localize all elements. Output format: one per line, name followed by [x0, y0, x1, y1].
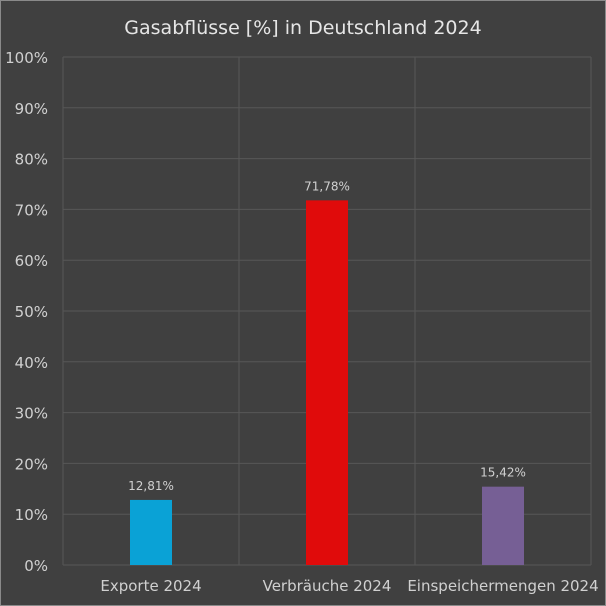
chart-title: Gasabflüsse [%] in Deutschland 2024: [124, 17, 481, 39]
x-tick-label: Verbräuche 2024: [263, 577, 392, 595]
y-tick-label: 20%: [15, 455, 48, 473]
y-tick-label: 90%: [15, 100, 48, 118]
y-tick-label: 60%: [15, 252, 48, 270]
data-label: 71,78%: [304, 179, 350, 193]
bar: [482, 486, 524, 565]
x-tick-label: Exporte 2024: [100, 577, 201, 595]
y-tick-label: 40%: [15, 354, 48, 372]
bar: [306, 200, 348, 565]
y-tick-label: 100%: [5, 49, 48, 67]
data-label: 12,81%: [128, 479, 174, 493]
y-tick-label: 70%: [15, 201, 48, 219]
y-tick-label: 30%: [15, 405, 48, 423]
x-tick-label: Einspeichermengen 2024: [407, 577, 598, 595]
bar: [130, 499, 172, 565]
y-tick-label: 50%: [15, 303, 48, 321]
data-label: 15,42%: [480, 466, 526, 480]
y-tick-label: 80%: [15, 151, 48, 169]
y-tick-label: 10%: [15, 506, 48, 524]
y-tick-label: 0%: [24, 557, 48, 575]
